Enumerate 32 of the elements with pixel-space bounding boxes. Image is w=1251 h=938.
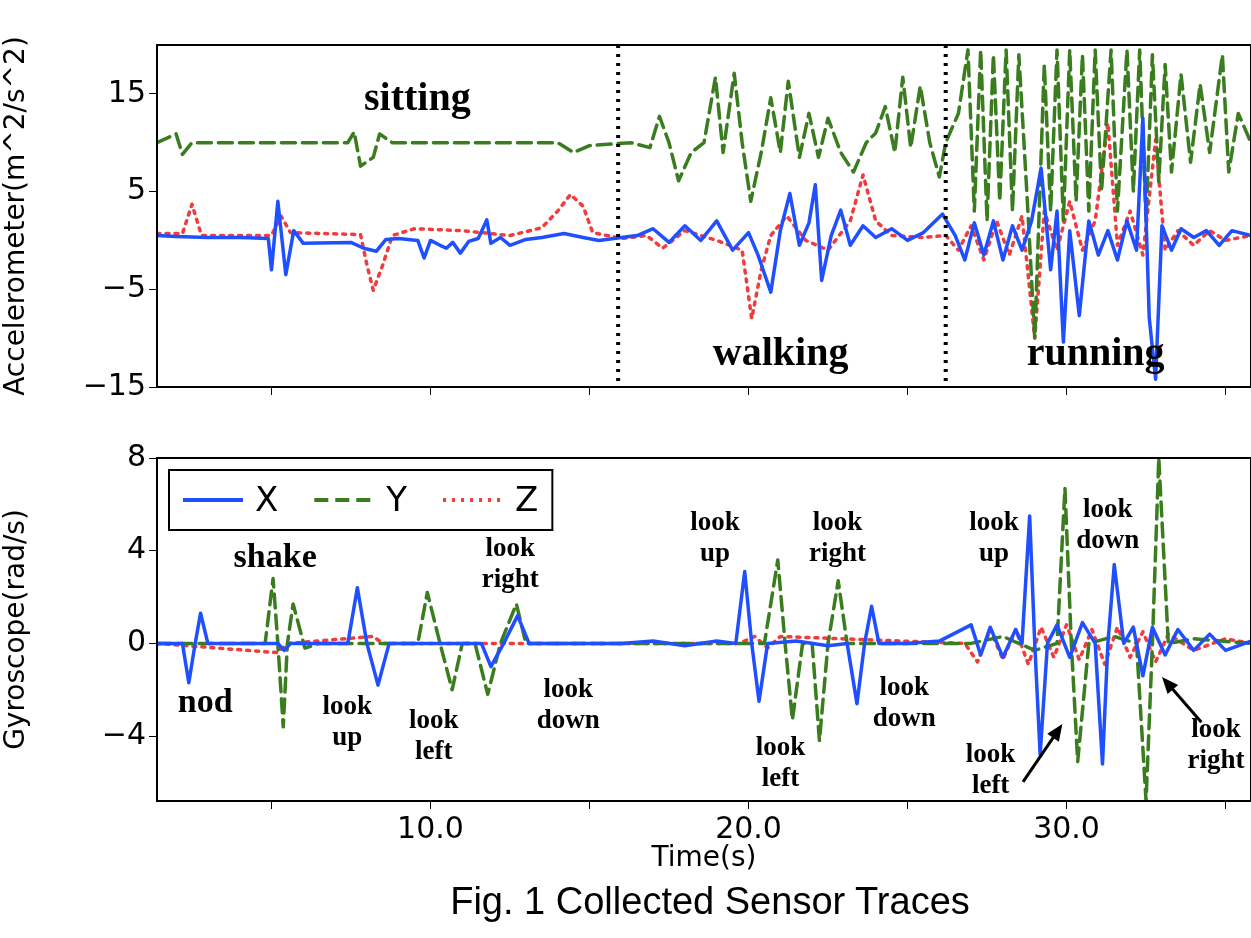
legend-label: X [255,478,279,519]
x-tick-label: 30.0 [1033,809,1100,845]
annotation: look down [536,673,600,735]
caption: Fig. 1 Collected Sensor Traces [449,880,971,923]
annotation: shake [233,536,317,574]
annotation: look up [969,506,1019,568]
y-axis-title: Gyroscope(rad/s) [0,509,32,750]
annotation: look right [1187,712,1245,774]
annotation: look down [1076,492,1140,554]
y-axis-title: Accelerometer(m^2/s^2) [0,36,32,396]
annotation: walking [712,329,849,375]
y-tick-label: 15 [107,73,146,109]
y-tick-label: −5 [101,269,146,305]
annotation: sitting [364,74,471,120]
annotation: look down [872,671,936,733]
annotation: look left [409,703,459,765]
x-tick-label: 10.0 [397,809,464,845]
legend-label: Z [515,478,539,519]
y-tick-label: 0 [126,623,146,659]
annotation: look right [481,532,539,594]
y-tick-label: 8 [126,437,146,473]
annotation: look up [690,506,740,568]
y-tick-label: −4 [101,715,146,751]
annotation: look up [322,689,373,751]
annotation: look right [808,506,866,568]
y-tick-label: 5 [126,171,146,207]
annotation: look left [755,731,806,793]
legend-label: Y [385,478,408,519]
annotation: nod [177,682,233,720]
annotation: look left [965,738,1016,800]
y-tick-label: 4 [126,530,146,566]
y-tick-label: −15 [82,366,146,402]
